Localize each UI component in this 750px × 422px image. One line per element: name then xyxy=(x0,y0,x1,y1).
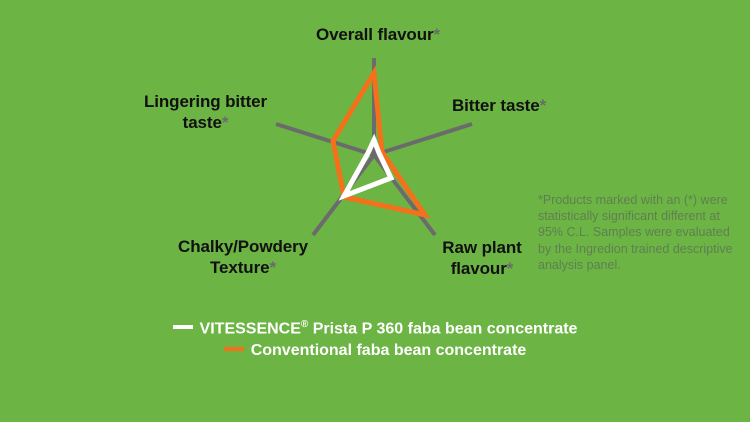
legend-label-vitessence-after: Prista P 360 faba bean concentrate xyxy=(308,320,578,338)
axis-label-lingering-bitter-taste: Lingering bitter taste* xyxy=(118,91,293,133)
axis-spoke-lingering-bitter xyxy=(275,122,375,157)
legend-item-conventional: Conventional faba bean concentrate xyxy=(0,340,750,362)
legend-swatch-vitessence xyxy=(172,325,193,330)
chart-legend: VITESSENCE® Prista P 360 faba bean conce… xyxy=(0,314,750,362)
axis-label-bitter-taste: Bitter taste* xyxy=(452,95,632,116)
axis-label-overall-flavour-star: * xyxy=(433,25,441,44)
axis-label-raw-plant-flavour: Raw plant flavour* xyxy=(412,237,552,279)
series-polygon-conventional xyxy=(330,65,431,219)
axis-label-chalky-powdery-texture-line1: Chalky/Powdery xyxy=(178,237,308,256)
series-polygon-vitessence xyxy=(338,133,395,201)
axis-label-lingering-bitter-taste-line1: Lingering bitter xyxy=(143,92,268,111)
axis-label-bitter-taste-text: Bitter taste xyxy=(452,96,540,115)
axis-spoke-bitter-taste xyxy=(373,122,473,157)
legend-label-vitessence-before: VITESSENCE xyxy=(199,320,301,338)
axis-label-raw-plant-flavour-line2: flavour xyxy=(450,259,507,278)
statistical-significance-footnote: *Products marked with an (*) were statis… xyxy=(538,193,733,272)
axis-label-lingering-bitter-taste-star: * xyxy=(221,113,229,132)
axis-label-raw-plant-flavour-line1: Raw plant xyxy=(442,238,522,257)
axis-label-chalky-powdery-texture-star: * xyxy=(269,258,276,277)
legend-item-vitessence: VITESSENCE® Prista P 360 faba bean conce… xyxy=(0,314,750,340)
axis-label-lingering-bitter-taste-line2: taste xyxy=(182,113,222,132)
axis-label-raw-plant-flavour-star: * xyxy=(506,259,514,278)
axis-label-overall-flavour: Overall flavour* xyxy=(248,24,508,45)
legend-label-vitessence-registered-icon: ® xyxy=(300,319,309,330)
axis-label-overall-flavour-text: Overall flavour xyxy=(315,25,434,44)
axis-label-chalky-powdery-texture-line2: Texture xyxy=(210,258,270,277)
axis-label-bitter-taste-star: * xyxy=(539,96,547,115)
legend-label-conventional: Conventional faba bean concentrate xyxy=(250,342,527,360)
axis-label-chalky-powdery-texture: Chalky/Powdery Texture* xyxy=(148,236,338,278)
legend-swatch-conventional xyxy=(223,347,244,352)
